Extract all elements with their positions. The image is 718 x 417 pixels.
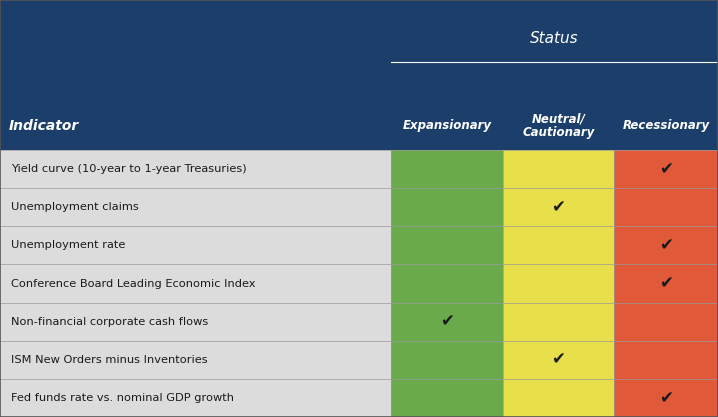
Bar — [614, 150, 718, 188]
Text: Yield curve (10-year to 1-year Treasuries): Yield curve (10-year to 1-year Treasurie… — [11, 164, 246, 174]
Bar — [0, 226, 391, 264]
Text: Unemployment claims: Unemployment claims — [11, 202, 139, 212]
Text: ✔: ✔ — [551, 351, 565, 369]
Bar — [614, 188, 718, 226]
Bar — [0, 264, 391, 303]
Bar — [391, 303, 503, 341]
Bar — [614, 341, 718, 379]
Bar — [391, 226, 503, 264]
Bar — [0, 0, 718, 85]
Bar — [0, 341, 391, 379]
Text: ✔: ✔ — [659, 160, 673, 178]
Text: ✔: ✔ — [551, 198, 565, 216]
Bar — [503, 150, 614, 188]
Text: Recessionary: Recessionary — [623, 119, 709, 132]
Text: Indicator: Indicator — [9, 118, 79, 133]
Bar — [503, 264, 614, 303]
Bar — [614, 264, 718, 303]
Text: ✔: ✔ — [440, 313, 454, 331]
Bar — [391, 188, 503, 226]
Bar — [503, 226, 614, 264]
Text: Status: Status — [531, 31, 579, 46]
Text: Unemployment rate: Unemployment rate — [11, 241, 125, 251]
Bar — [0, 188, 391, 226]
Text: ✔: ✔ — [659, 274, 673, 293]
Text: Conference Board Leading Economic Index: Conference Board Leading Economic Index — [11, 279, 256, 289]
Text: ✔: ✔ — [659, 389, 673, 407]
Text: ISM New Orders minus Inventories: ISM New Orders minus Inventories — [11, 355, 208, 365]
Text: Non-financial corporate cash flows: Non-financial corporate cash flows — [11, 317, 208, 327]
Bar — [614, 379, 718, 417]
Bar — [0, 150, 391, 188]
Text: Fed funds rate vs. nominal GDP growth: Fed funds rate vs. nominal GDP growth — [11, 393, 234, 403]
Bar — [614, 226, 718, 264]
Text: ✔: ✔ — [659, 236, 673, 254]
Bar — [391, 341, 503, 379]
Bar — [0, 303, 391, 341]
Bar — [503, 188, 614, 226]
Text: Neutral/
Cautionary: Neutral/ Cautionary — [522, 112, 595, 139]
Bar — [614, 303, 718, 341]
Text: Expansionary: Expansionary — [403, 119, 491, 132]
Bar — [391, 379, 503, 417]
Bar — [0, 85, 718, 150]
Bar — [503, 303, 614, 341]
Bar — [503, 379, 614, 417]
Bar — [0, 379, 391, 417]
Bar — [391, 150, 503, 188]
Bar — [503, 341, 614, 379]
Bar — [391, 264, 503, 303]
